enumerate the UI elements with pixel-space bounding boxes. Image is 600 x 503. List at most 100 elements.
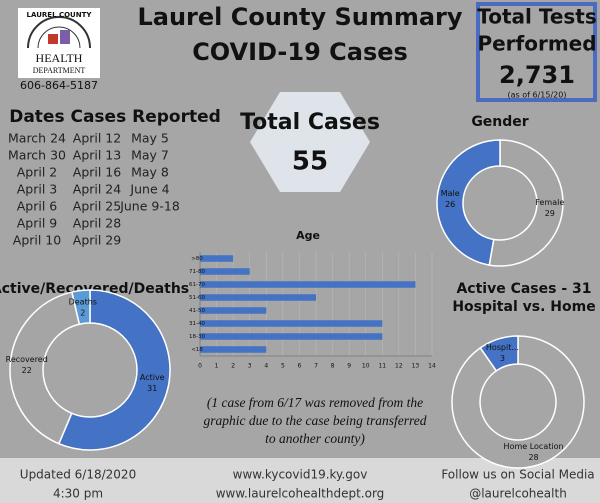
slice-label: Male (441, 189, 460, 198)
date: April 6 (17, 199, 58, 214)
date: April 24 (73, 182, 121, 197)
x-tick-label: 7 (314, 363, 318, 370)
tests-value: 2,731 (499, 61, 575, 89)
x-tick-label: 4 (264, 363, 268, 370)
donut-slice (436, 139, 501, 266)
note: graphic due to the case being transferre… (204, 413, 427, 428)
date: April 29 (73, 233, 121, 248)
donut-slice (57, 289, 171, 451)
slice-value: 26 (445, 200, 455, 209)
logo: LAUREL COUNTY HEALTH DEPARTMENT (18, 8, 100, 78)
donut-slice (9, 291, 81, 445)
x-tick-label: 6 (298, 363, 302, 370)
x-tick-label: 1 (215, 363, 219, 370)
donut-slice (451, 335, 585, 469)
y-tick-label: 61-70 (189, 282, 205, 288)
x-tick-label: 12 (395, 363, 403, 370)
y-tick-label: 51-60 (189, 295, 205, 301)
date: April 10 (13, 233, 61, 248)
chart-title: Gender (471, 114, 528, 130)
slice-label: Deaths (69, 297, 97, 306)
x-tick-label: 3 (248, 363, 252, 370)
x-tick-label: 11 (378, 363, 386, 370)
tests-label: Performed (477, 32, 596, 56)
x-tick-label: 9 (347, 363, 351, 370)
x-tick-label: 10 (362, 363, 370, 370)
footer-text: @laurelcohealth (469, 487, 567, 501)
footer-text: Follow us on Social Media (441, 468, 594, 482)
date: May 8 (131, 165, 169, 180)
x-tick-label: 14 (428, 363, 436, 370)
slice-value: 2 (80, 308, 85, 317)
donut-slice (488, 139, 564, 267)
footer-link[interactable]: www.laurelcohealthdept.org (216, 487, 385, 501)
x-tick-label: 8 (331, 363, 335, 370)
date: May 5 (131, 131, 169, 146)
bar (200, 346, 267, 353)
donut-slice (70, 289, 91, 326)
footer-text: 4:30 pm (53, 487, 103, 501)
bar (200, 294, 316, 301)
y-tick-label: 71-80 (189, 269, 205, 275)
dates-title: Dates Cases Reported (9, 107, 221, 127)
bar (200, 307, 267, 314)
total-cases-value: 55 (292, 147, 328, 177)
date: April 2 (17, 165, 58, 180)
logo-text: LAUREL COUNTY (27, 11, 93, 19)
y-tick-label: <18 (191, 347, 203, 353)
chart-title: Active/Recovered/Deaths (0, 281, 189, 297)
bar (200, 333, 383, 340)
donut-slice (479, 335, 519, 372)
slice-label: Female (535, 198, 564, 207)
slice-label: Recovered (6, 355, 48, 364)
slice-value: 22 (22, 366, 32, 375)
bar (200, 320, 383, 327)
date: April 13 (73, 148, 121, 163)
hexagon (250, 92, 370, 192)
logo-text: HEALTH (36, 51, 83, 65)
date: April 25 (73, 199, 121, 214)
title: COVID-19 Cases (192, 38, 408, 66)
tests-note: (as of 6/15/20) (508, 91, 567, 100)
chart-subtitle: Hospital vs. Home (452, 299, 595, 315)
x-tick-label: 0 (198, 363, 202, 370)
date: April 9 (17, 216, 58, 231)
bar (200, 268, 250, 275)
date: April 28 (73, 216, 121, 231)
y-tick-label: 41-50 (189, 308, 205, 314)
chart-title: Active Cases - 31 (456, 281, 591, 297)
x-tick-label: 5 (281, 363, 285, 370)
slice-label: Home Location (504, 442, 564, 451)
date: March 30 (8, 148, 66, 163)
y-tick-label: >80 (191, 256, 203, 262)
x-tick-label: 2 (231, 363, 235, 370)
logo-text: DEPARTMENT (33, 66, 86, 75)
note: (1 case from 6/17 was removed from the (207, 395, 423, 410)
date: June 9-18 (119, 199, 180, 214)
x-tick-label: 13 (412, 363, 420, 370)
y-tick-label: 31-40 (189, 321, 205, 327)
slice-value: 31 (147, 384, 157, 393)
footer-link[interactable]: www.kycovid19.ky.gov (233, 468, 368, 482)
date: April 3 (17, 182, 58, 197)
total-cases-label: Total Cases (240, 110, 380, 135)
slice-value: 29 (545, 209, 555, 218)
footer-text: Updated 6/18/2020 (20, 468, 136, 482)
date: April 12 (73, 131, 121, 146)
chart-title: Age (296, 229, 320, 242)
date: May 7 (131, 148, 169, 163)
title: Laurel County Summary (137, 3, 462, 31)
slice-value: 3 (500, 354, 505, 363)
y-tick-label: 18-30 (189, 334, 205, 340)
bar (200, 255, 234, 262)
phone: 606-864-5187 (20, 79, 98, 92)
slice-label: Hospit... (486, 343, 519, 352)
date: March 24 (8, 131, 66, 146)
tests-box (476, 2, 597, 102)
slice-label: Active (140, 373, 165, 382)
date: April 16 (73, 165, 121, 180)
tests-label: Total Tests (477, 5, 597, 29)
slice-value: 28 (528, 453, 538, 462)
note: to another county) (265, 431, 365, 446)
